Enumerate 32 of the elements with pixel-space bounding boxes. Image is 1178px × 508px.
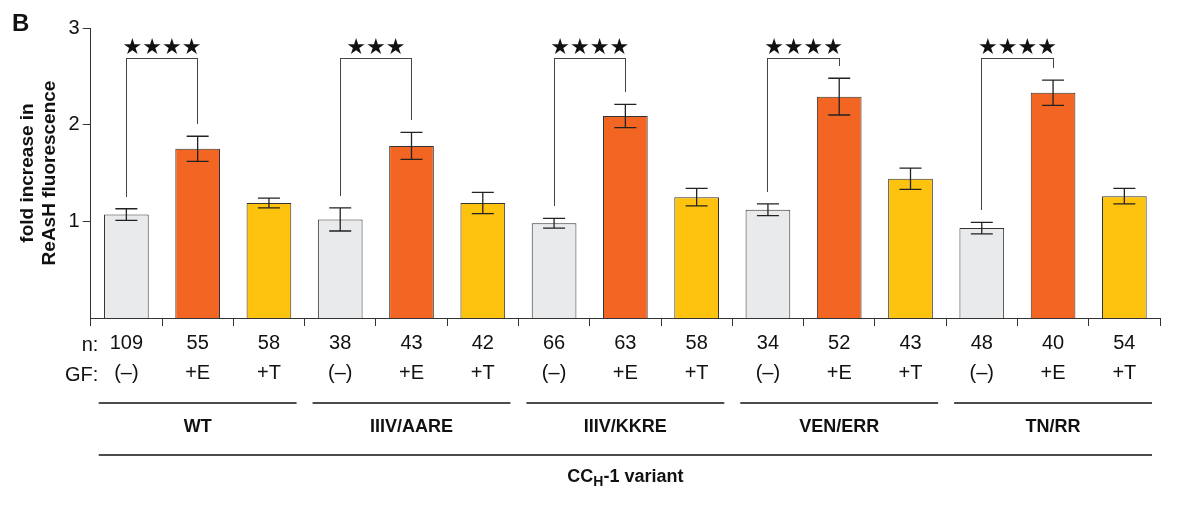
y-tick-label: 3 xyxy=(68,15,80,38)
x-tick-label: 109 (–) xyxy=(109,330,144,383)
annotation: ★★★★ xyxy=(764,34,844,59)
text: TN/RR xyxy=(1025,415,1081,436)
x-tick-label: 43 +T xyxy=(898,330,923,383)
x-tick-label: 42 +T xyxy=(470,330,495,383)
x-tick-label: 40 +E xyxy=(1040,330,1066,383)
x-tick-label: 66 (–) xyxy=(541,330,567,383)
x-tick-label: 48 (–) xyxy=(969,330,995,383)
text: IIIV/KKRE xyxy=(583,415,667,436)
y-tick-label: 1 xyxy=(68,208,80,231)
x-tick-label: 52 +E xyxy=(826,330,852,383)
x-tick-label: 43 +E xyxy=(398,330,425,383)
y-axis-title: fold increase in ReAsH fluorescence xyxy=(15,80,60,266)
x-tick-label: 54 +T xyxy=(1112,330,1137,383)
y-tick-label: 2 xyxy=(68,112,80,135)
text: VEN/ERR xyxy=(799,415,880,436)
annotation: ★★★ xyxy=(346,34,406,59)
annotation: ★★★★ xyxy=(122,34,202,59)
x-tick-label: 58 +T xyxy=(684,330,709,383)
chart-title: B xyxy=(12,8,30,36)
text: GF: xyxy=(65,362,99,385)
text: IIIV/AARE xyxy=(370,415,454,436)
x-tick-label: 55 +E xyxy=(185,330,211,383)
annotation: ★★★★ xyxy=(977,34,1057,59)
x-tick-label: 38 (–) xyxy=(327,330,353,383)
x-tick-label: 58 +T xyxy=(256,330,281,383)
annotation: ★★★★ xyxy=(550,34,630,59)
x-tick-label: 63 +E xyxy=(612,330,638,383)
text: WT xyxy=(183,415,212,436)
text: n: xyxy=(81,332,99,355)
x-tick-label: 34 (–) xyxy=(755,330,781,383)
